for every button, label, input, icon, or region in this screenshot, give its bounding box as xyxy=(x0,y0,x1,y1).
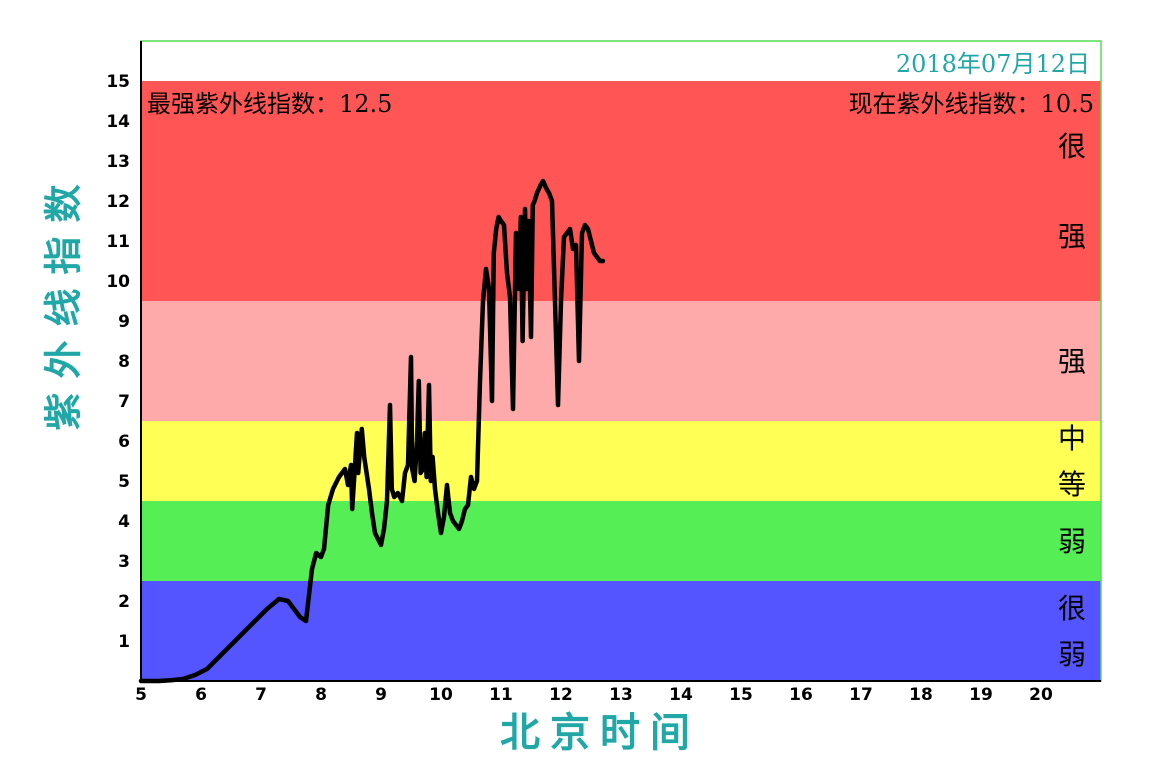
x-tick-label: 7 xyxy=(255,685,267,705)
y-tick-label: 3 xyxy=(118,552,130,572)
y-axis-title: 紫外线指数 xyxy=(41,169,86,431)
x-tick-label: 14 xyxy=(669,685,693,705)
y-axis-title-box: 紫外线指数 xyxy=(30,140,90,460)
x-tick-label: 10 xyxy=(429,685,453,705)
uv-series-line-0 xyxy=(138,178,606,684)
x-tick-label: 15 xyxy=(729,685,753,705)
band-2 xyxy=(141,421,1101,501)
y-tick-label: 6 xyxy=(118,432,130,452)
x-axis-title: 北京时间 xyxy=(500,710,700,756)
max-uv-label: 最强紫外线指数：12.5 xyxy=(147,90,392,118)
y-tick-label: 12 xyxy=(106,192,130,212)
band-label-0-0: 很 xyxy=(1058,592,1086,625)
band-label-4-0: 很 xyxy=(1058,130,1086,163)
band-label-4-1: 强 xyxy=(1058,220,1086,253)
x-tick-label: 18 xyxy=(909,685,933,705)
band-label-2-1: 等 xyxy=(1058,468,1086,501)
y-tick-label: 8 xyxy=(118,352,130,372)
x-tick-label: 5 xyxy=(135,685,147,705)
date-label: 2018年07月12日 xyxy=(896,50,1090,78)
current-uv-label: 现在紫外线指数：10.5 xyxy=(849,90,1094,118)
y-tick-label: 14 xyxy=(106,112,130,132)
band-1 xyxy=(141,501,1101,581)
x-tick-label: 16 xyxy=(789,685,813,705)
y-tick-label: 15 xyxy=(106,72,130,92)
y-tick-label: 4 xyxy=(118,512,130,532)
band-3 xyxy=(141,301,1101,421)
band-4 xyxy=(141,81,1101,301)
y-tick-label: 11 xyxy=(106,232,130,252)
y-tick-label: 1 xyxy=(118,632,130,652)
x-tick-label: 8 xyxy=(315,685,327,705)
x-tick-label: 20 xyxy=(1029,685,1053,705)
x-tick-label: 13 xyxy=(609,685,633,705)
band-label-3-0: 强 xyxy=(1058,345,1086,378)
x-tick-label: 9 xyxy=(375,685,387,705)
y-tick-label: 2 xyxy=(118,592,130,612)
y-tick-label: 7 xyxy=(118,392,130,412)
y-tick-label: 10 xyxy=(106,272,130,292)
x-tick-label: 19 xyxy=(969,685,993,705)
x-tick-label: 12 xyxy=(549,685,573,705)
series-layer xyxy=(138,178,606,684)
band-label-0-1: 弱 xyxy=(1058,638,1086,671)
y-tick-label: 13 xyxy=(106,152,130,172)
band-label-1-0: 弱 xyxy=(1058,525,1086,558)
y-tick-label: 5 xyxy=(118,472,130,492)
x-tick-label: 17 xyxy=(849,685,873,705)
x-tick-label: 6 xyxy=(195,685,207,705)
annotations: 2018年07月12日 最强紫外线指数：12.5 现在紫外线指数：10.5 xyxy=(147,50,1094,118)
band-0 xyxy=(141,581,1101,681)
y-tick-label: 9 xyxy=(118,312,130,332)
band-label-2-0: 中 xyxy=(1058,422,1086,455)
x-tick-label: 11 xyxy=(489,685,513,705)
